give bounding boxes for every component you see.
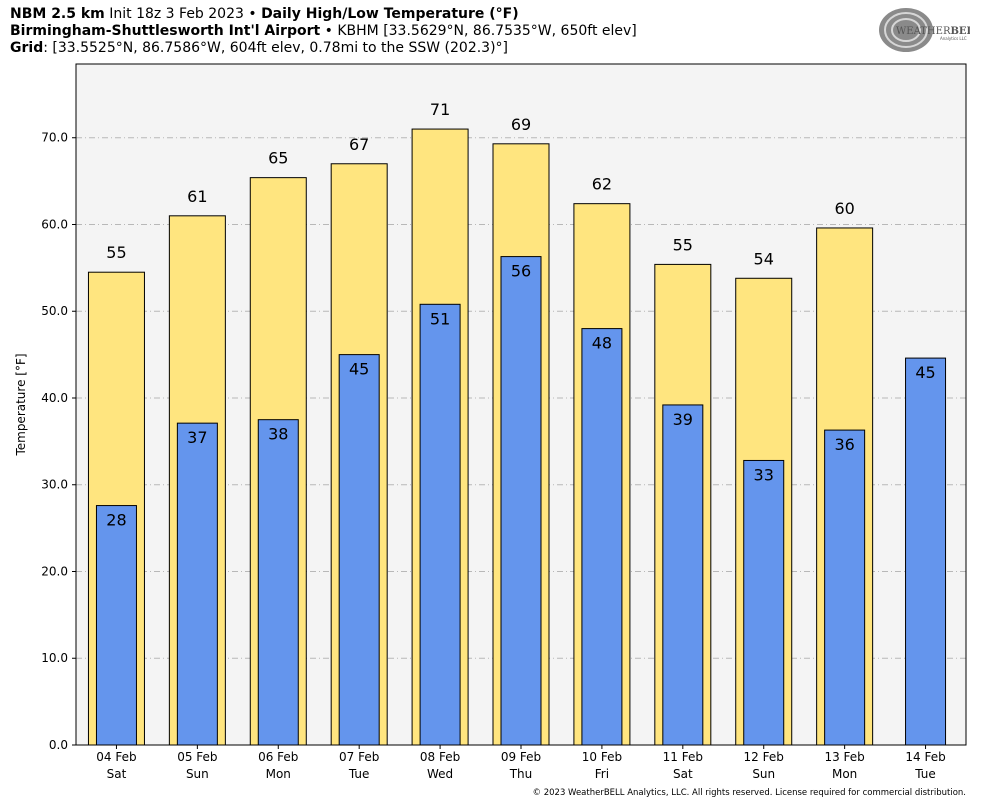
low-bar (824, 429, 866, 746)
y-tick-label: 70.0 (41, 131, 68, 145)
low-bar (95, 505, 137, 746)
grid-info: : [33.5525°N, 86.7586°W, 604ft elev, 0.7… (43, 40, 509, 56)
x-tick-weekday: Sat (673, 767, 693, 781)
low-bar (419, 303, 461, 746)
low-value-label: 39 (673, 410, 693, 429)
y-tick-label: 10.0 (41, 651, 68, 665)
x-tick-weekday: Mon (832, 767, 857, 781)
weatherbell-logo: WEATHERBELL Analytics LLC (879, 8, 970, 52)
x-tick-date: 04 Feb (96, 750, 136, 764)
low-value-label: 45 (349, 360, 369, 379)
low-value-label: 45 (915, 363, 935, 382)
model-name: NBM 2.5 km (10, 6, 105, 22)
high-value-label: 71 (430, 100, 450, 119)
low-bar (743, 459, 785, 746)
x-axis: 04 Feb Sat 05 Feb Sun 06 Feb Mon 07 Feb Tue 08 F… (96, 745, 946, 781)
high-value-label: 62 (592, 175, 612, 194)
low-bar (257, 419, 299, 746)
x-tick-date: 11 Feb (663, 750, 703, 764)
svg-text:Analytics LLC: Analytics LLC (940, 36, 967, 41)
low-value-label: 38 (268, 425, 288, 444)
low-value-label: 37 (187, 428, 207, 447)
low-bar (581, 328, 623, 746)
y-tick-label: 0.0 (49, 738, 68, 752)
high-value-label: 60 (834, 199, 854, 218)
x-tick-date: 10 Feb (582, 750, 622, 764)
low-bar (905, 357, 947, 746)
svg-text:WEATHERBELL: WEATHERBELL (896, 26, 970, 37)
init-time: Init 18z 3 Feb 2023 • (104, 6, 262, 22)
low-value-label: 51 (430, 309, 450, 328)
station-name: Birmingham-Shuttlesworth Int'l Airport (10, 23, 321, 39)
low-value-label: 28 (106, 511, 126, 530)
x-tick-date: 08 Feb (420, 750, 460, 764)
x-tick-weekday: Fri (595, 767, 609, 781)
x-tick-weekday: Sun (752, 767, 775, 781)
chart-title-line-3: Grid: [33.5525°N, 86.7586°W, 604ft elev,… (10, 40, 508, 57)
low-bar (338, 354, 380, 746)
high-value-label: 69 (511, 115, 531, 134)
x-tick-weekday: Tue (348, 767, 370, 781)
y-tick-label: 40.0 (41, 391, 68, 405)
low-value-label: 33 (754, 465, 774, 484)
low-bars: 28 37 38 45 51 56 48 39 33 36 45 (95, 256, 947, 746)
high-value-label: 54 (754, 249, 774, 268)
y-axis: 0.0 10.0 20.0 30.0 40.0 50.0 60.0 70.0 (41, 131, 76, 752)
x-tick-weekday: Wed (427, 767, 453, 781)
x-tick-date: 14 Feb (905, 750, 945, 764)
high-value-label: 55 (106, 243, 126, 262)
high-value-label: 61 (187, 187, 207, 206)
y-tick-label: 30.0 (41, 478, 68, 492)
low-bar (662, 404, 704, 746)
high-value-label: 55 (673, 235, 693, 254)
x-tick-weekday: Sun (186, 767, 209, 781)
high-value-label: 65 (268, 149, 288, 168)
x-tick-date: 05 Feb (177, 750, 217, 764)
low-bar (500, 256, 542, 746)
x-tick-date: 12 Feb (744, 750, 784, 764)
y-tick-label: 50.0 (41, 304, 68, 318)
x-tick-weekday: Mon (266, 767, 291, 781)
x-tick-date: 07 Feb (339, 750, 379, 764)
x-tick-weekday: Thu (509, 767, 533, 781)
chart-title-line-1: NBM 2.5 km Init 18z 3 Feb 2023 • Daily H… (10, 6, 519, 23)
x-tick-date: 09 Feb (501, 750, 541, 764)
chart-title-line-2: Birmingham-Shuttlesworth Int'l Airport •… (10, 23, 637, 40)
y-tick-label: 60.0 (41, 217, 68, 231)
grid-label: Grid (10, 40, 44, 56)
low-bar (176, 422, 218, 746)
low-value-label: 48 (592, 334, 612, 353)
x-tick-weekday: Tue (914, 767, 936, 781)
low-value-label: 56 (511, 262, 531, 281)
product-name: Daily High/Low Temperature (°F) (261, 6, 519, 22)
y-axis-label: Temperature [°F] (14, 353, 28, 456)
station-info: • KBHM [33.5629°N, 86.7535°W, 650ft elev… (320, 23, 637, 39)
low-value-label: 36 (834, 435, 854, 454)
high-value-label: 67 (349, 135, 369, 154)
x-tick-date: 06 Feb (258, 750, 298, 764)
x-tick-weekday: Sat (107, 767, 127, 781)
x-tick-date: 13 Feb (824, 750, 864, 764)
y-tick-label: 20.0 (41, 564, 68, 578)
copyright-notice: © 2023 WeatherBELL Analytics, LLC. All r… (532, 788, 966, 798)
